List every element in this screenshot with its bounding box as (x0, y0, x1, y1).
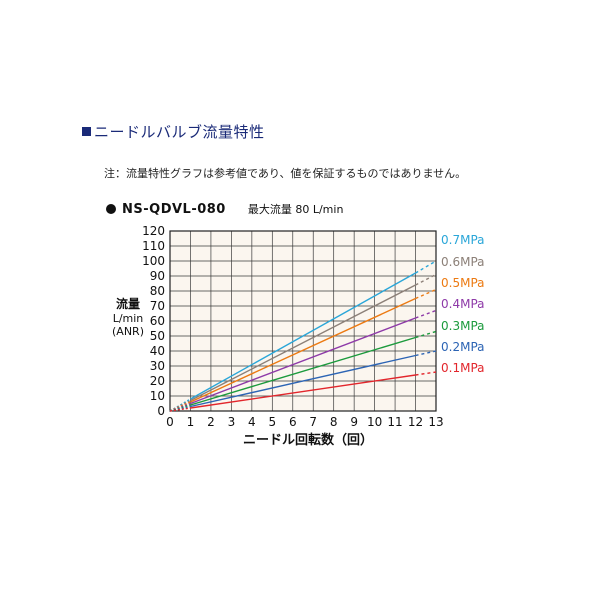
section-title-text: ニードルバルブ流量特性 (94, 123, 265, 141)
model-name: NS-QDVL-080 (122, 202, 226, 217)
series-extension (415, 288, 437, 300)
max-flow-label: 最大流量 80 L/min (247, 203, 344, 216)
series-extension (415, 273, 437, 286)
y-tick-label: 70 (150, 299, 165, 313)
series-line (190, 272, 416, 400)
section-title: ニードルバルブ流量特性 (82, 121, 265, 142)
series-start-segment (169, 407, 191, 412)
x-tick-label: 10 (367, 415, 382, 429)
legend-label-0-5mpa: 0.5MPa (441, 276, 485, 290)
circle-bullet-icon (106, 204, 116, 214)
model-row: NS-QDVL-080 最大流量 80 L/min (106, 201, 343, 217)
x-tick-label: 2 (207, 415, 215, 429)
x-tick-label: 9 (350, 415, 358, 429)
series-line (190, 284, 416, 402)
x-tick-label: 4 (248, 415, 256, 429)
y-tick-label: 50 (150, 329, 165, 343)
legend-label-0-3mpa: 0.3MPa (441, 319, 485, 333)
y-tick-label: 30 (150, 359, 165, 373)
y-tick-label: 120 (142, 224, 165, 238)
y-tick-label: 20 (150, 374, 165, 388)
square-bullet-icon (82, 127, 91, 136)
series-line (190, 374, 416, 409)
y-tick-label: 40 (150, 344, 165, 358)
series-start-segment (169, 405, 191, 412)
series-line (190, 336, 416, 406)
legend-label-0-2mpa: 0.2MPa (441, 340, 485, 354)
x-tick-label: 1 (187, 415, 195, 429)
y-tick-label: 90 (150, 269, 165, 283)
x-tick-label: 6 (289, 415, 297, 429)
series-extension (415, 309, 437, 319)
y-tick-label: 60 (150, 314, 165, 328)
series-extension (415, 260, 437, 274)
x-tick-label: 11 (387, 415, 402, 429)
series-start-segment (169, 404, 191, 412)
x-tick-label: 12 (408, 415, 423, 429)
series-line (190, 317, 416, 405)
y-tick-label: 100 (142, 254, 165, 268)
legend-label-0-1mpa: 0.1MPa (441, 361, 485, 375)
y-tick-label: 10 (150, 389, 165, 403)
series-line (190, 297, 416, 403)
x-tick-label: 0 (166, 415, 174, 429)
y-axis-label: 流量 L/min (ANR) (104, 297, 152, 338)
x-tick-label: 3 (228, 415, 236, 429)
x-tick-label: 8 (330, 415, 338, 429)
y-axis-label-sub: (ANR) (112, 325, 144, 338)
x-tick-label: 13 (428, 415, 443, 429)
plot-frame (169, 230, 437, 412)
disclaimer-note: 注：流量特性グラフは参考値であり、値を保証するものではありません。 (104, 167, 467, 180)
x-axis-label: ニードル回転数（回） (242, 433, 373, 448)
y-axis-label-main: 流量 (115, 297, 140, 311)
legend-label-0-7mpa: 0.7MPa (441, 233, 485, 247)
series-line (190, 354, 416, 408)
y-tick-label: 0 (157, 404, 165, 418)
x-tick-label: 5 (268, 415, 276, 429)
y-axis-label-unit: L/min (112, 312, 144, 325)
legend-label-0-6mpa: 0.6MPa (441, 255, 485, 269)
y-tick-label: 80 (150, 284, 165, 298)
y-tick-label: 110 (142, 239, 165, 253)
x-tick-label: 7 (309, 415, 317, 429)
legend-label-0-4mpa: 0.4MPa (441, 297, 485, 311)
